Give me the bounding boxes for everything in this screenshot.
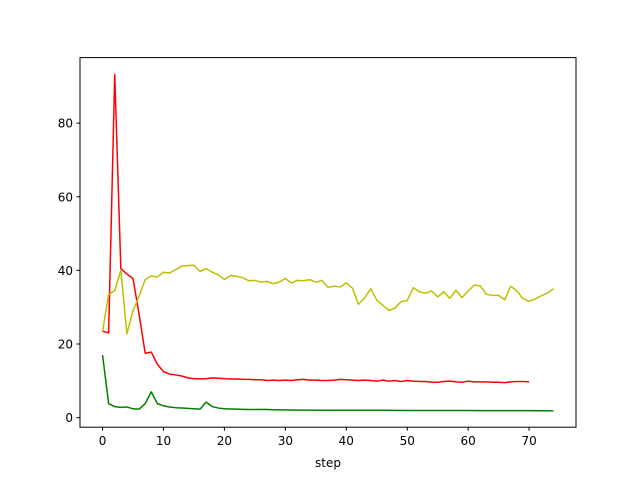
x-tick-label: 20 — [217, 434, 232, 448]
x-tick-label: 40 — [339, 434, 354, 448]
x-axis: 0 10 20 30 40 50 60 70 — [99, 427, 537, 448]
x-axis-label: step — [315, 456, 341, 470]
y-axis: 0 20 40 60 80 — [58, 117, 80, 425]
y-tick-label: 40 — [58, 264, 73, 278]
x-tick-label: 70 — [521, 434, 536, 448]
x-tick-label: 50 — [400, 434, 415, 448]
x-tick-label: 30 — [278, 434, 293, 448]
y-tick-label: 0 — [65, 411, 73, 425]
series-line-3 — [101, 354, 554, 412]
series-line-1 — [102, 73, 530, 384]
y-tick-label: 60 — [58, 190, 73, 204]
plot-frame — [79, 57, 577, 428]
x-tick-label: 60 — [461, 434, 476, 448]
series-layer — [101, 73, 554, 412]
x-tick-label: 10 — [156, 434, 171, 448]
x-tick-label: 0 — [99, 434, 107, 448]
series-line-2 — [101, 264, 554, 335]
y-tick-label: 20 — [58, 338, 73, 352]
y-tick-label: 80 — [58, 117, 73, 131]
